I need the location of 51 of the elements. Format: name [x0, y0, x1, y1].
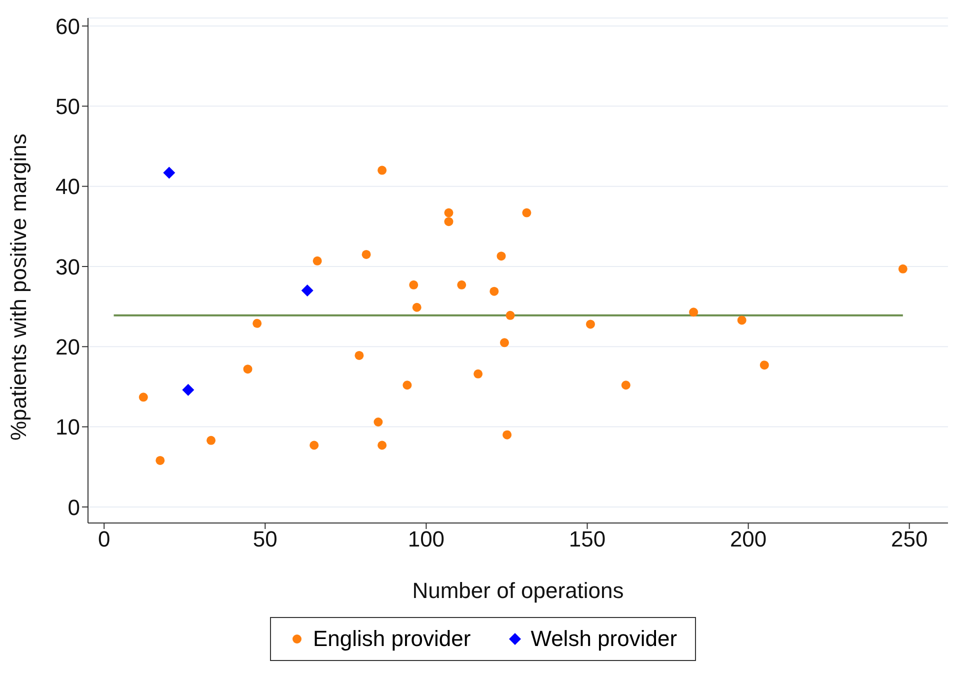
point	[374, 418, 383, 426]
point	[402, 380, 412, 390]
point	[312, 256, 322, 266]
y-tick-label: 20	[56, 334, 80, 360]
point	[310, 440, 319, 450]
legend-label: Welsh provider	[530, 626, 678, 652]
x-tick-label: 150	[568, 526, 606, 552]
x-tick-label: 200	[730, 526, 767, 552]
y-tick-label: 40	[56, 174, 80, 200]
point	[522, 208, 532, 218]
point	[502, 430, 512, 440]
point	[301, 284, 314, 297]
y-tick-label: 0	[68, 494, 80, 520]
point	[506, 310, 515, 320]
point	[378, 440, 387, 450]
point	[689, 308, 698, 317]
point	[444, 208, 454, 218]
x-tick-label: 0	[98, 526, 110, 552]
point	[490, 286, 499, 296]
point	[362, 250, 371, 259]
point	[138, 392, 148, 402]
point	[163, 166, 176, 179]
point	[586, 320, 595, 329]
point	[500, 338, 509, 348]
point	[621, 380, 630, 390]
point	[409, 280, 418, 290]
x-tick-label: 100	[408, 526, 445, 552]
x-tick-label: 50	[252, 526, 278, 552]
point	[444, 217, 454, 226]
y-axis-title: %patients with positive margins	[6, 134, 31, 440]
y-tick-label: 50	[56, 94, 80, 119]
point	[182, 384, 194, 396]
point	[252, 318, 262, 328]
x-axis-title: Number of operations	[412, 578, 624, 603]
point	[378, 166, 387, 175]
y-tick-label: 10	[56, 414, 80, 440]
point	[354, 350, 364, 360]
point	[243, 364, 252, 374]
point	[474, 369, 483, 378]
point	[412, 302, 422, 312]
point	[737, 316, 746, 325]
point	[206, 436, 216, 445]
y-tick-label: 60	[56, 14, 80, 39]
x-tick-label: 250	[890, 526, 928, 552]
point	[898, 264, 908, 274]
point	[496, 252, 506, 261]
legend-label: English provider	[312, 626, 471, 652]
y-tick-label: 30	[56, 254, 80, 280]
point	[156, 456, 165, 465]
point	[760, 360, 769, 370]
point	[457, 280, 466, 290]
